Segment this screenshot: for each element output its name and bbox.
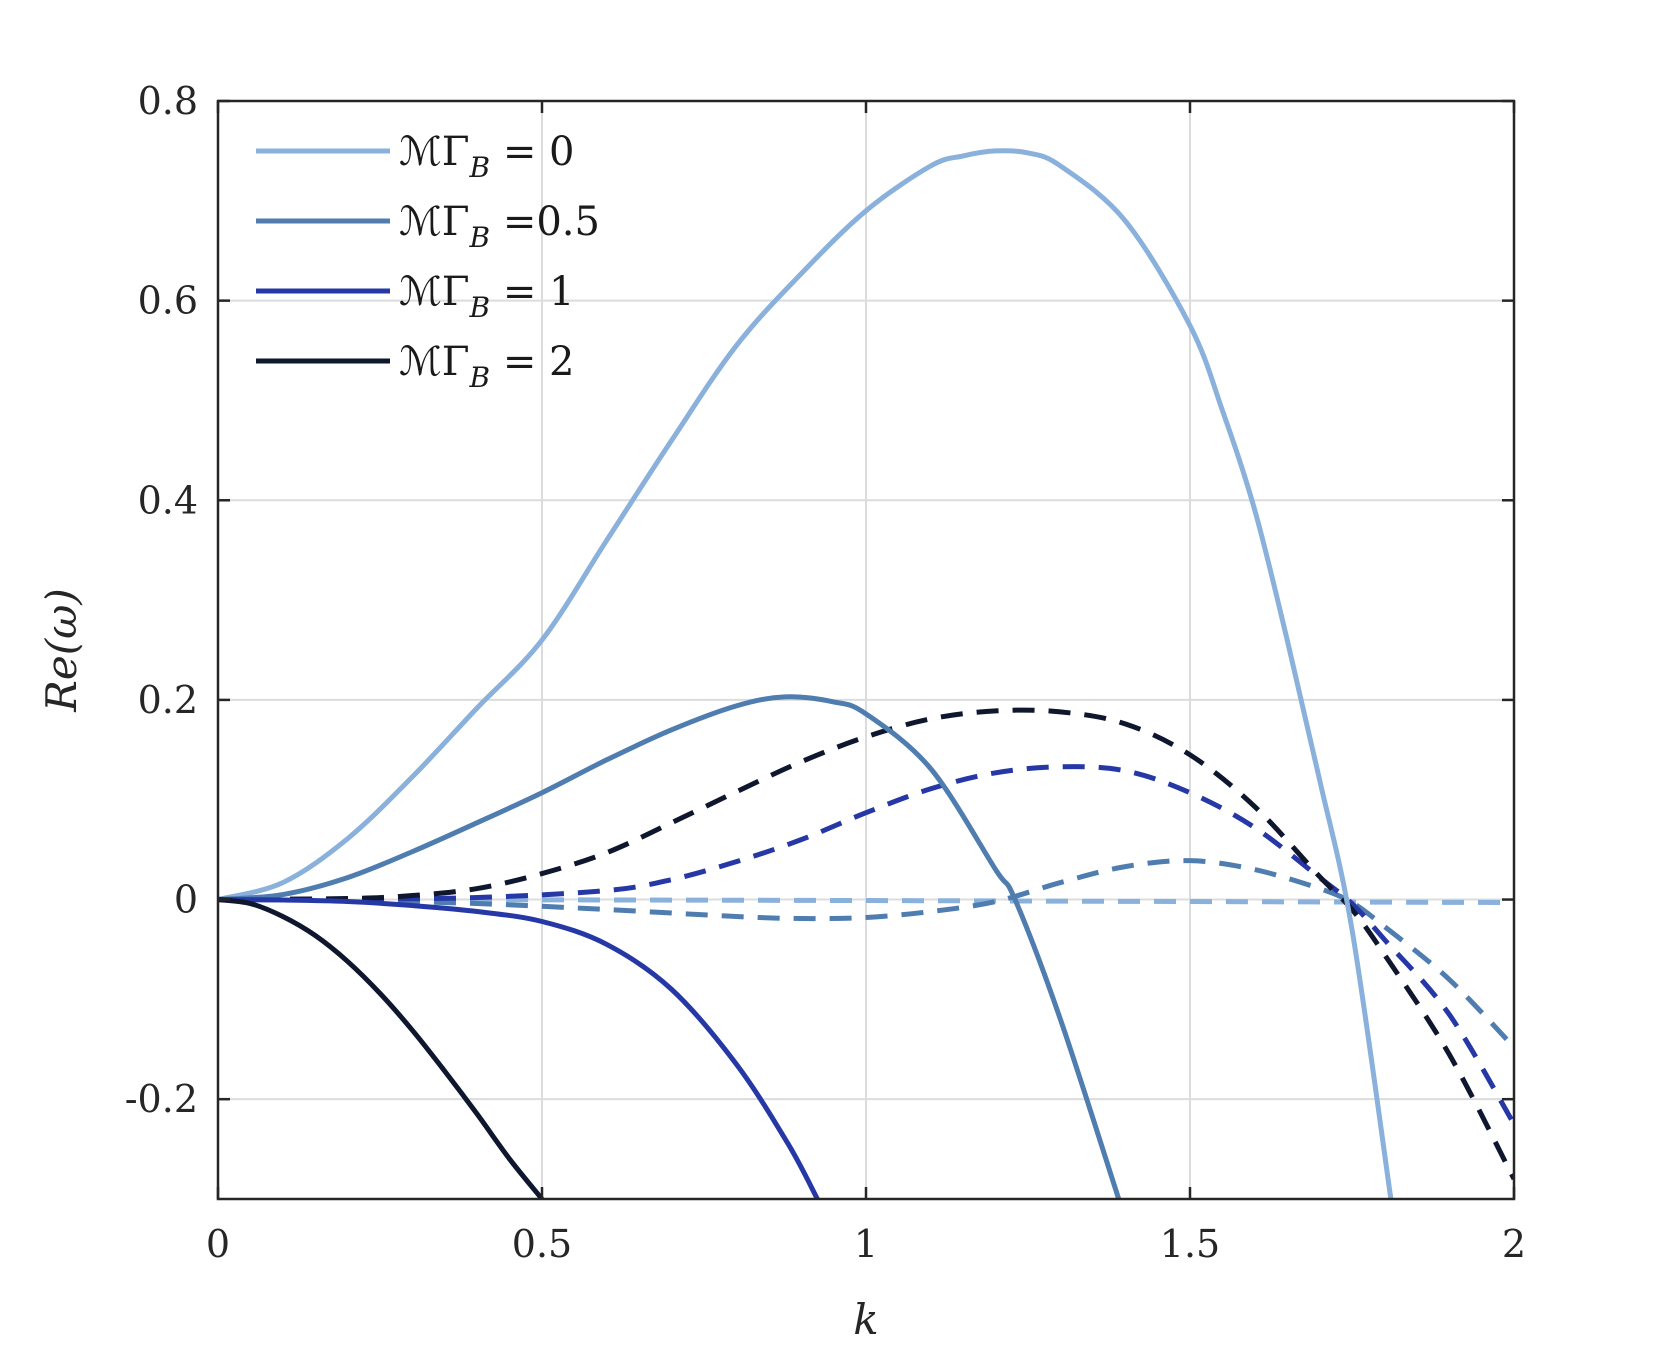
grid-lines: [218, 101, 1514, 1199]
y-tick-label: 0.8: [138, 79, 198, 123]
x-tick-label: 0: [206, 1222, 230, 1266]
series-solid-line-1: [218, 694, 1122, 1199]
y-tick-label: 0.6: [138, 279, 198, 323]
y-tick-label: 0.2: [138, 678, 198, 722]
legend-label-0: ℳΓB = 0: [399, 129, 575, 184]
tick-marks: [216, 99, 1516, 1199]
y-tick-label: -0.2: [125, 1077, 198, 1121]
y-axis-title: Re(ω): [37, 588, 86, 713]
legend-label-1: ℳΓB =0.5: [399, 199, 600, 254]
x-tick-label: 1: [854, 1222, 878, 1266]
plot-area: [218, 148, 1514, 1199]
legend-label-3: ℳΓB = 2: [399, 339, 575, 394]
series-dashed-line-1: [218, 858, 1514, 1050]
series-solid-line-2: [218, 897, 820, 1199]
y-tick-label: 0: [174, 878, 198, 922]
y-axis-ticks: -0.2 0 0.2 0.4 0.6 0.8: [125, 79, 198, 1121]
legend-label-2: ℳΓB = 1: [399, 269, 575, 324]
x-tick-label: 0.5: [512, 1222, 572, 1266]
legend: ℳΓB = 0 ℳΓB =0.5 ℳΓB = 1 ℳΓB = 2: [256, 129, 600, 394]
y-tick-label: 0.4: [138, 478, 198, 522]
x-tick-label: 1.5: [1160, 1222, 1220, 1266]
series-solid-line-3: [218, 897, 544, 1199]
series-dashed-line-3: [218, 707, 1514, 1181]
series-dashed-line-0: [218, 897, 1514, 906]
series-solid-line-0: [218, 148, 1394, 1199]
series-dashed-line-2: [218, 764, 1514, 1126]
x-axis-title: k: [853, 1295, 878, 1344]
x-tick-label: 2: [1502, 1222, 1526, 1266]
x-axis-ticks: 0 0.5 1 1.5 2: [206, 1222, 1526, 1266]
